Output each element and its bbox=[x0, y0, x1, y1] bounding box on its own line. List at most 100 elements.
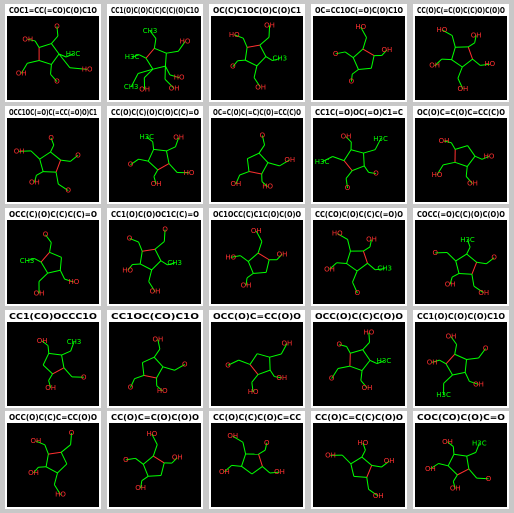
atom-label: OH bbox=[446, 333, 457, 341]
bond bbox=[48, 373, 53, 381]
bond bbox=[153, 455, 165, 464]
atom-label: OH bbox=[29, 179, 40, 187]
bond bbox=[261, 135, 266, 146]
bond bbox=[162, 366, 175, 371]
atom-label: OH bbox=[382, 46, 393, 54]
molecule-cell: OC(C)C1OC(O)C(O)C1 OH O HO OH CH3 bbox=[209, 4, 305, 102]
bond bbox=[127, 264, 133, 271]
structure-panel bbox=[7, 423, 99, 507]
bond bbox=[434, 58, 443, 67]
bond bbox=[143, 455, 154, 465]
atom-label: O bbox=[162, 226, 168, 234]
atom-label: OH bbox=[255, 84, 266, 92]
bond bbox=[153, 176, 157, 184]
atom-label: OH bbox=[445, 280, 456, 288]
bond bbox=[140, 480, 143, 489]
structure-panel bbox=[109, 16, 201, 100]
bond bbox=[168, 163, 178, 173]
bond bbox=[61, 354, 65, 368]
bond bbox=[431, 359, 440, 363]
bond bbox=[157, 339, 161, 350]
atom-label: OH bbox=[473, 380, 484, 388]
bond bbox=[157, 163, 170, 171]
bond bbox=[363, 149, 376, 154]
bond bbox=[50, 137, 55, 146]
bond bbox=[454, 344, 458, 355]
bond bbox=[152, 141, 155, 150]
bond bbox=[142, 248, 156, 252]
bond bbox=[458, 272, 472, 275]
bond bbox=[141, 362, 145, 376]
atom-label: HO bbox=[174, 74, 185, 82]
molecule-cell: OC=CC1OC(=O)C(O)C1O O O HO OH bbox=[311, 4, 407, 102]
bond bbox=[248, 171, 262, 175]
bond bbox=[49, 242, 52, 253]
atom-label: HO bbox=[146, 430, 157, 438]
molecule-cell: OC(O)C=C(O)C=CC(C)O HO OH HO OH bbox=[413, 106, 509, 204]
bond bbox=[59, 270, 66, 280]
atom-label: OH bbox=[230, 180, 241, 188]
bond bbox=[241, 465, 253, 475]
bond bbox=[362, 250, 368, 264]
bond bbox=[466, 357, 479, 361]
bond bbox=[474, 155, 483, 160]
bond bbox=[486, 257, 495, 265]
bond bbox=[49, 251, 62, 258]
atom-label: HO bbox=[157, 387, 168, 395]
bond bbox=[130, 378, 135, 388]
atom-label: OH bbox=[427, 358, 438, 366]
bond bbox=[362, 442, 366, 451]
bond bbox=[160, 260, 168, 266]
smiles-label: CC(O)C=C(C)C(O)O bbox=[315, 413, 403, 422]
bond bbox=[246, 272, 254, 279]
atom-label: OH bbox=[31, 437, 42, 445]
bond bbox=[447, 454, 455, 467]
bond bbox=[139, 251, 143, 265]
bond bbox=[132, 263, 141, 265]
bond bbox=[232, 435, 244, 443]
bond bbox=[450, 142, 456, 150]
bond bbox=[63, 367, 73, 378]
bond bbox=[466, 451, 477, 457]
bond bbox=[469, 380, 479, 385]
atom-label: HO bbox=[484, 152, 495, 160]
bond bbox=[329, 262, 338, 270]
atom-label: HO bbox=[262, 183, 273, 191]
bond bbox=[166, 50, 179, 54]
atom-label: OH bbox=[478, 289, 489, 297]
bond bbox=[366, 477, 370, 490]
structure-panel bbox=[313, 118, 405, 202]
atom-label: OH bbox=[277, 250, 288, 258]
bond bbox=[52, 367, 65, 375]
bond bbox=[53, 472, 58, 485]
atom-label: OH bbox=[152, 336, 163, 344]
bond bbox=[453, 453, 467, 457]
bond bbox=[142, 356, 155, 364]
bond bbox=[257, 369, 271, 376]
bond bbox=[471, 274, 475, 287]
structure-panel bbox=[211, 16, 303, 100]
molecule-cell: OC=C(O)C(=C)C(O)=CC(C)O O OH HO OH bbox=[209, 106, 305, 204]
bond bbox=[371, 464, 382, 468]
atom-label: OH bbox=[45, 384, 56, 392]
atom-label: H3C bbox=[436, 391, 451, 399]
bond bbox=[147, 160, 159, 171]
atom-label: HO bbox=[229, 31, 240, 39]
bond bbox=[480, 63, 490, 66]
bond bbox=[58, 53, 67, 58]
bond bbox=[130, 73, 139, 88]
bond bbox=[360, 370, 363, 381]
bond bbox=[48, 380, 52, 388]
bond bbox=[350, 149, 364, 154]
bond bbox=[352, 281, 358, 294]
bond bbox=[20, 62, 28, 74]
bond bbox=[457, 468, 470, 476]
bond bbox=[251, 374, 259, 383]
atom-label: OH bbox=[282, 340, 293, 348]
atom-label: O bbox=[127, 234, 133, 242]
bond bbox=[50, 73, 58, 82]
bond bbox=[51, 35, 59, 44]
bond bbox=[366, 465, 373, 478]
molecule-cell: CC(O)C(=C(O)C(C)O)C(O)O OH HO OH HO OH bbox=[413, 4, 509, 102]
